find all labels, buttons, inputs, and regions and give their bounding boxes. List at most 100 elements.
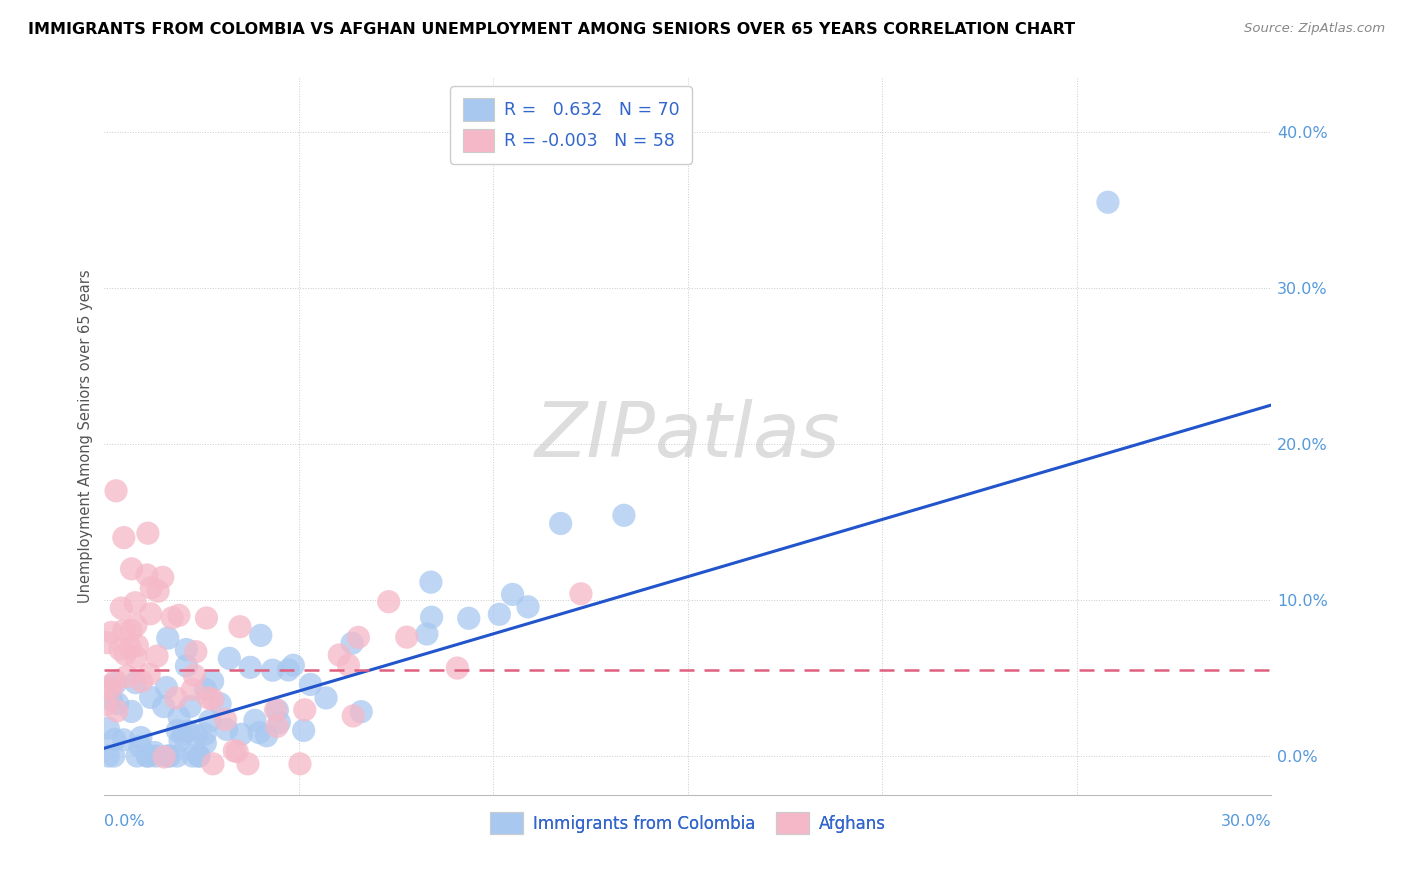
Immigrants from Colombia xyxy=(152,699,174,714)
Afghans xyxy=(153,750,176,764)
Afghans xyxy=(120,624,142,638)
Immigrants from Colombia xyxy=(188,749,211,764)
Immigrants from Colombia xyxy=(187,749,209,764)
Afghans xyxy=(226,745,249,759)
Afghans xyxy=(266,719,288,733)
Text: Source: ZipAtlas.com: Source: ZipAtlas.com xyxy=(1244,22,1385,36)
Immigrants from Colombia xyxy=(262,663,284,677)
Afghans xyxy=(152,570,174,584)
Immigrants from Colombia xyxy=(299,677,322,691)
Afghans xyxy=(395,630,418,644)
Immigrants from Colombia xyxy=(266,703,288,717)
Afghans xyxy=(96,635,118,649)
Immigrants from Colombia xyxy=(103,749,125,764)
Afghans xyxy=(160,611,183,625)
Immigrants from Colombia xyxy=(155,681,177,695)
Immigrants from Colombia xyxy=(179,699,201,714)
Text: 0.0%: 0.0% xyxy=(104,814,145,829)
Afghans xyxy=(146,584,169,599)
Immigrants from Colombia xyxy=(315,690,337,705)
Afghans xyxy=(94,698,117,712)
Afghans xyxy=(112,531,135,545)
Afghans xyxy=(112,624,135,638)
Immigrants from Colombia xyxy=(159,749,181,764)
Immigrants from Colombia xyxy=(172,728,194,742)
Immigrants from Colombia xyxy=(194,727,217,741)
Immigrants from Colombia xyxy=(256,729,278,743)
Immigrants from Colombia xyxy=(97,721,120,735)
Afghans xyxy=(184,645,207,659)
Immigrants from Colombia xyxy=(101,693,124,707)
Text: IMMIGRANTS FROM COLOMBIA VS AFGHAN UNEMPLOYMENT AMONG SENIORS OVER 65 YEARS CORR: IMMIGRANTS FROM COLOMBIA VS AFGHAN UNEMP… xyxy=(28,22,1076,37)
Afghans xyxy=(104,673,127,688)
Immigrants from Colombia xyxy=(167,710,190,724)
Immigrants from Colombia xyxy=(194,682,217,697)
Afghans xyxy=(131,674,153,689)
Immigrants from Colombia xyxy=(1097,195,1119,210)
Afghans xyxy=(183,668,205,682)
Immigrants from Colombia xyxy=(112,732,135,747)
Immigrants from Colombia xyxy=(103,732,125,747)
Afghans xyxy=(141,581,163,595)
Immigrants from Colombia xyxy=(169,734,191,748)
Afghans xyxy=(294,703,316,717)
Immigrants from Colombia xyxy=(215,723,238,737)
Immigrants from Colombia xyxy=(269,715,291,730)
Immigrants from Colombia xyxy=(107,697,129,711)
Immigrants from Colombia xyxy=(138,749,160,764)
Afghans xyxy=(115,669,138,683)
Immigrants from Colombia xyxy=(166,723,188,738)
Immigrants from Colombia xyxy=(125,749,148,764)
Immigrants from Colombia xyxy=(201,674,224,689)
Afghans xyxy=(288,756,311,771)
Afghans xyxy=(136,568,159,582)
Immigrants from Colombia xyxy=(517,599,540,614)
Immigrants from Colombia xyxy=(186,729,208,743)
Legend: Immigrants from Colombia, Afghans: Immigrants from Colombia, Afghans xyxy=(484,805,893,840)
Afghans xyxy=(125,618,148,632)
Immigrants from Colombia xyxy=(420,610,443,624)
Immigrants from Colombia xyxy=(129,739,152,754)
Immigrants from Colombia xyxy=(239,660,262,674)
Afghans xyxy=(110,601,132,615)
Immigrants from Colombia xyxy=(249,628,271,642)
Afghans xyxy=(264,703,287,717)
Afghans xyxy=(181,682,204,697)
Afghans xyxy=(125,650,148,665)
Immigrants from Colombia xyxy=(416,627,439,641)
Immigrants from Colombia xyxy=(209,697,232,711)
Immigrants from Colombia xyxy=(340,636,363,650)
Afghans xyxy=(120,640,142,655)
Immigrants from Colombia xyxy=(136,749,159,764)
Immigrants from Colombia xyxy=(121,705,143,719)
Immigrants from Colombia xyxy=(350,705,373,719)
Immigrants from Colombia xyxy=(97,749,120,764)
Immigrants from Colombia xyxy=(124,675,146,690)
Afghans xyxy=(105,704,128,718)
Immigrants from Colombia xyxy=(488,607,510,622)
Immigrants from Colombia xyxy=(218,651,240,665)
Immigrants from Colombia xyxy=(176,659,198,673)
Immigrants from Colombia xyxy=(550,516,572,531)
Immigrants from Colombia xyxy=(139,690,162,705)
Immigrants from Colombia xyxy=(181,749,204,764)
Afghans xyxy=(139,607,162,621)
Afghans xyxy=(347,631,370,645)
Immigrants from Colombia xyxy=(243,714,266,728)
Afghans xyxy=(197,690,219,705)
Immigrants from Colombia xyxy=(502,587,524,601)
Afghans xyxy=(124,596,146,610)
Immigrants from Colombia xyxy=(194,736,217,750)
Afghans xyxy=(146,649,169,664)
Afghans xyxy=(201,692,224,706)
Immigrants from Colombia xyxy=(129,731,152,745)
Afghans xyxy=(165,690,187,705)
Immigrants from Colombia xyxy=(177,724,200,739)
Afghans xyxy=(229,620,252,634)
Afghans xyxy=(337,658,360,673)
Afghans xyxy=(377,595,399,609)
Text: ZIPatlas: ZIPatlas xyxy=(536,400,841,474)
Afghans xyxy=(446,661,468,675)
Afghans xyxy=(96,680,118,694)
Immigrants from Colombia xyxy=(104,677,127,691)
